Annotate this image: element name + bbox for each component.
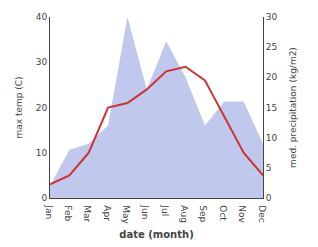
svg-text:Dec: Dec xyxy=(257,205,267,222)
svg-text:May: May xyxy=(121,205,131,224)
svg-text:15: 15 xyxy=(266,103,277,113)
svg-text:Sep: Sep xyxy=(198,205,208,222)
svg-text:20: 20 xyxy=(36,103,48,113)
svg-text:Jun: Jun xyxy=(140,204,150,219)
svg-text:5: 5 xyxy=(266,163,272,173)
svg-text:25: 25 xyxy=(266,42,277,52)
svg-text:Apr: Apr xyxy=(102,205,112,221)
svg-text:med. precipitation (kg/m2): med. precipitation (kg/m2) xyxy=(288,47,298,168)
svg-text:Feb: Feb xyxy=(63,205,73,221)
svg-text:30: 30 xyxy=(266,12,278,22)
svg-text:20: 20 xyxy=(266,72,278,82)
svg-text:max temp (C): max temp (C) xyxy=(14,76,24,138)
svg-text:0: 0 xyxy=(41,193,47,203)
svg-text:Oct: Oct xyxy=(218,205,228,221)
svg-text:Jul: Jul xyxy=(160,204,170,216)
svg-text:0: 0 xyxy=(266,193,272,203)
svg-text:date (month): date (month) xyxy=(119,229,193,240)
svg-text:Aug: Aug xyxy=(179,205,189,223)
svg-text:10: 10 xyxy=(36,148,48,158)
svg-text:Mar: Mar xyxy=(82,205,92,222)
svg-text:10: 10 xyxy=(266,133,278,143)
svg-text:40: 40 xyxy=(36,12,48,22)
svg-text:30: 30 xyxy=(36,57,48,67)
svg-text:Jan: Jan xyxy=(44,204,54,219)
svg-text:Nov: Nov xyxy=(237,205,247,223)
